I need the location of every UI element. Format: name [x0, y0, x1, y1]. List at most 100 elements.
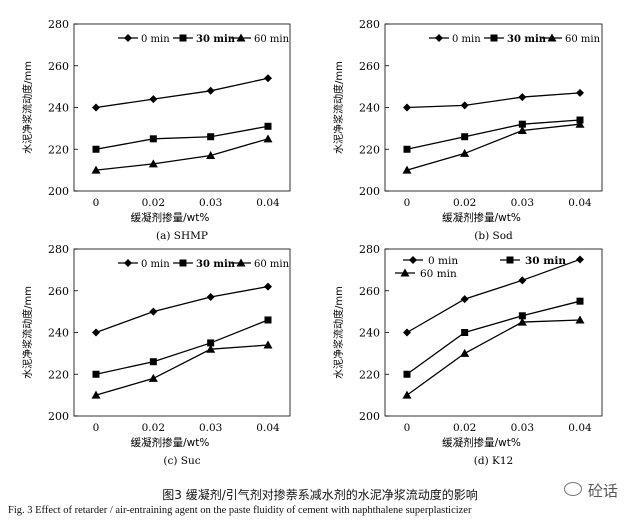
plot-frame — [384, 248, 603, 417]
y-tick-label: 280 — [48, 18, 69, 31]
chart-panel-a: 200 220 240 260 280 0 0.02 0.03 0.04 缓凝剂掺量/wt% 水泥净… — [21, 18, 291, 242]
legend-marker-triangle — [236, 258, 246, 267]
data-point-square — [149, 358, 157, 366]
x-tick-label: 0.04 — [568, 422, 592, 434]
data-point-diamond — [206, 86, 215, 95]
watermark-text: 砼话 — [587, 482, 618, 500]
data-point-diamond — [149, 307, 158, 316]
legend-marker-triangle — [400, 268, 410, 277]
x-tick-label: 0 — [404, 197, 411, 209]
data-point-square — [461, 133, 469, 141]
data-point-diamond — [264, 74, 272, 83]
legend-marker-square — [490, 34, 498, 42]
x-tick-label: 0 — [404, 422, 411, 434]
data-point-square — [92, 145, 100, 153]
legend-marker-triangle — [547, 33, 557, 42]
data-point-diamond — [206, 293, 215, 302]
y-axis-label: 水泥净浆流动度/mm — [332, 61, 345, 154]
x-tick-label: 0.02 — [453, 197, 476, 209]
wechat-icon — [564, 482, 582, 496]
x-tick-label: 0 — [93, 422, 100, 434]
data-point-triangle — [91, 390, 101, 399]
series-line-triangle — [95, 344, 269, 396]
data-point-square — [207, 133, 215, 141]
data-point-triangle — [460, 148, 470, 157]
y-tick-label: 200 — [48, 185, 69, 198]
data-point-diamond — [460, 295, 469, 304]
x-tick-label: 0.02 — [142, 422, 165, 434]
x-tick-label: 0.03 — [511, 422, 534, 434]
data-point-triangle — [206, 151, 216, 160]
y-tick-label: 220 — [48, 143, 69, 156]
data-point-square — [518, 120, 526, 128]
data-point-triangle — [575, 315, 585, 324]
legend-label: 30 min — [507, 34, 547, 45]
data-point-diamond — [92, 328, 100, 337]
data-point-diamond — [576, 88, 584, 97]
data-point-square — [518, 312, 526, 320]
series-line-diamond — [95, 285, 269, 334]
x-tick-label: 0.04 — [568, 197, 592, 209]
data-point-square — [92, 370, 100, 378]
y-axis-label: 水泥净浆流动度/mm — [21, 286, 34, 379]
series-line-diamond — [95, 77, 269, 109]
data-point-diamond — [518, 93, 527, 102]
legend-label: 0 min — [452, 34, 481, 45]
figure-caption-chinese: 图3 缓凝剂/引气剂对掺萘系减水剂的水泥净浆流动度的影响 — [162, 488, 478, 502]
figure-panels: 200 220 240 260 280 0 0.02 0.03 0.04 缓凝剂掺量/wt% 水泥净… — [21, 18, 603, 467]
legend-marker-triangle — [236, 33, 246, 42]
y-tick-label: 240 — [359, 102, 380, 115]
legend-label: 30 min — [196, 259, 236, 270]
legend-marker-diamond — [124, 259, 132, 267]
panel-subtitle: (c) Suc — [163, 455, 200, 467]
y-tick-label: 220 — [359, 143, 380, 156]
data-point-diamond — [149, 95, 158, 104]
figure-caption-english: Fig. 3 Effect of retarder / air-entraini… — [8, 505, 472, 516]
y-tick-label: 260 — [359, 60, 380, 73]
chart-panel-d: 200 220 240 260 280 0 0.02 0.03 0.04 缓凝剂掺量/wt% 水泥净… — [332, 243, 603, 467]
legend-marker-diamond — [124, 34, 132, 42]
data-point-triangle — [517, 125, 527, 134]
data-point-diamond — [403, 103, 411, 112]
legend-label: 0 min — [428, 255, 458, 267]
series-line-diamond — [406, 92, 581, 109]
y-tick-label: 240 — [359, 327, 380, 340]
data-point-diamond — [92, 103, 100, 112]
data-point-triangle — [206, 344, 216, 353]
series-line-diamond — [406, 258, 581, 334]
data-point-triangle — [402, 165, 412, 174]
data-point-square — [207, 339, 215, 347]
data-point-triangle — [575, 119, 585, 128]
plot-frame — [73, 23, 291, 192]
data-point-triangle — [148, 373, 158, 382]
data-point-diamond — [264, 282, 272, 291]
legend-label: 30 min — [196, 34, 236, 45]
y-axis-label: 水泥净浆流动度/mm — [21, 61, 34, 154]
legend-label: 0 min — [141, 259, 170, 270]
data-point-diamond — [460, 101, 469, 110]
data-point-diamond — [576, 255, 584, 264]
data-point-square — [403, 145, 411, 153]
panel-subtitle: (d) K12 — [474, 455, 513, 467]
legend-marker-square — [506, 256, 514, 264]
y-tick-label: 240 — [48, 102, 69, 115]
data-point-triangle — [460, 348, 470, 357]
chart-panel-b: 200 220 240 260 280 0 0.02 0.03 0.04 缓凝剂掺量/wt% 水泥净… — [332, 18, 603, 242]
y-tick-label: 260 — [48, 60, 69, 73]
data-point-square — [264, 122, 272, 130]
panel-subtitle: (a) SHMP — [156, 230, 208, 242]
data-point-square — [264, 316, 272, 324]
legend-label: 60 min — [565, 34, 601, 45]
x-axis-label: 缓凝剂掺量/wt% — [131, 211, 210, 224]
data-point-triangle — [91, 165, 101, 174]
legend-label: 0 min — [141, 34, 170, 45]
data-point-square — [149, 135, 157, 143]
plot-frame — [73, 248, 291, 417]
y-tick-label: 260 — [359, 285, 380, 298]
series-line-square — [406, 119, 581, 150]
series-line-square — [406, 300, 581, 375]
x-tick-label: 0.03 — [199, 422, 222, 434]
data-point-triangle — [148, 159, 158, 168]
data-point-triangle — [517, 317, 527, 326]
y-tick-label: 200 — [48, 410, 69, 423]
